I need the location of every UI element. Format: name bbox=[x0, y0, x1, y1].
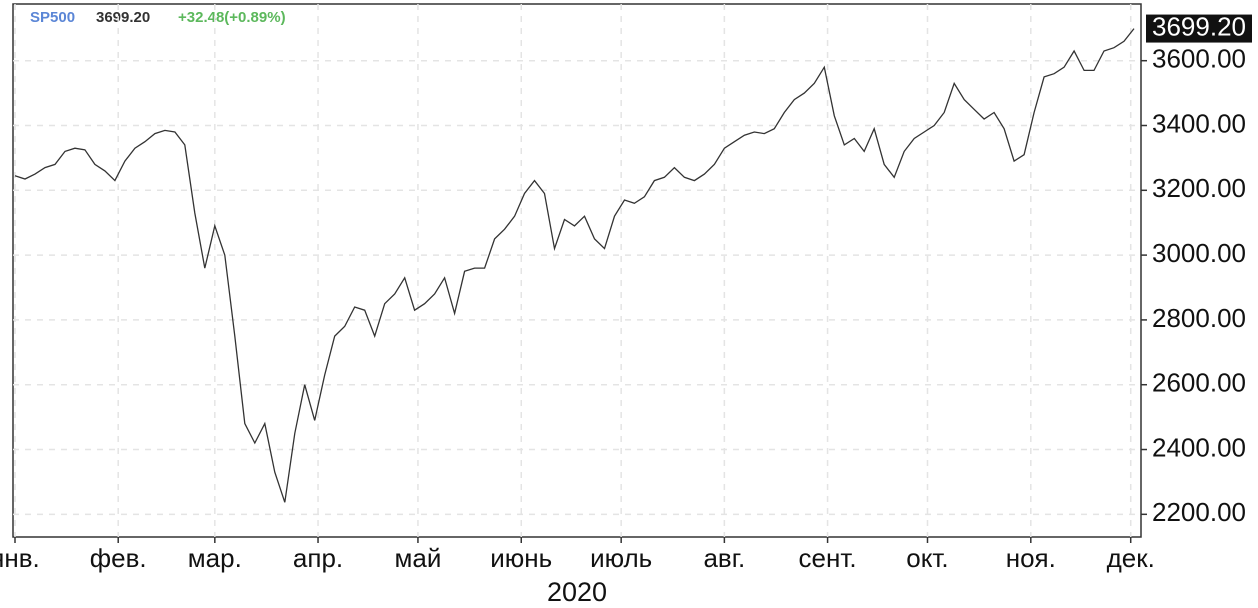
y-tick-label: 3000.00 bbox=[1152, 238, 1246, 268]
y-tick-label: 3400.00 bbox=[1152, 108, 1246, 138]
y-tick-label: 2200.00 bbox=[1152, 497, 1246, 527]
price: 3699.20 bbox=[96, 9, 150, 26]
x-tick-label: авг. bbox=[703, 543, 745, 573]
change: +32.48(+0.89%) bbox=[178, 9, 286, 26]
x-tick-label: дек. bbox=[1107, 543, 1155, 573]
x-tick-label: май bbox=[395, 543, 442, 573]
last-price-box bbox=[1146, 14, 1252, 43]
x-tick-label: июль bbox=[590, 543, 652, 573]
x-tick-label: окт. bbox=[906, 543, 948, 573]
price-line bbox=[14, 28, 1135, 503]
last-price-label: 3699.20 bbox=[1152, 11, 1246, 41]
x-tick-label: апр. bbox=[293, 543, 343, 573]
y-tick-label: 2400.00 bbox=[1152, 432, 1246, 462]
x-tick-label: фев. bbox=[90, 543, 147, 573]
y-tick-label: 2600.00 bbox=[1152, 368, 1246, 398]
symbol: SP500 bbox=[30, 9, 75, 26]
y-tick-label: 3200.00 bbox=[1152, 173, 1246, 203]
x-tick-label: ноя. bbox=[1006, 543, 1056, 573]
x-tick-label: июнь bbox=[490, 543, 552, 573]
plot-frame bbox=[12, 3, 1142, 538]
x-tick-label: янв. bbox=[0, 543, 40, 573]
x-tick-label: мар. bbox=[188, 543, 242, 573]
y-tick-label: 2800.00 bbox=[1152, 303, 1246, 333]
y-tick-label: 3600.00 bbox=[1152, 44, 1246, 74]
x-axis-label: 2020 bbox=[547, 577, 607, 607]
x-tick-label: сент. bbox=[799, 543, 857, 573]
